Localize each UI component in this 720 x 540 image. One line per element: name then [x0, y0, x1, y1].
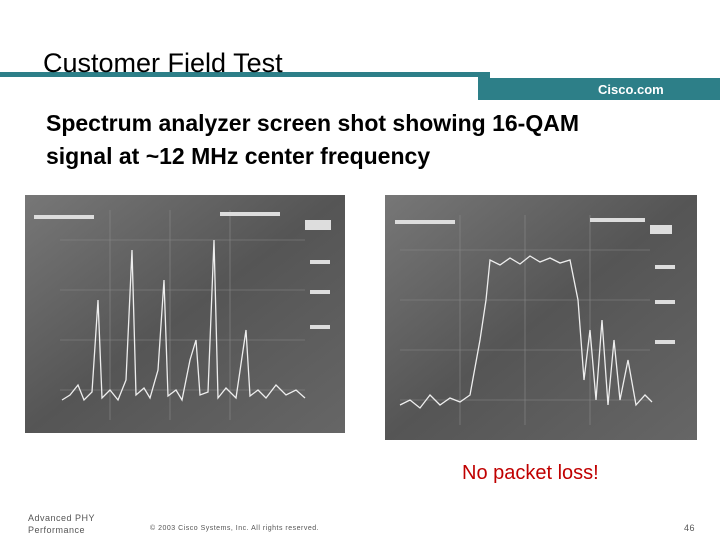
screen-labels-right: [395, 218, 675, 344]
screen-labels-left: [34, 212, 331, 329]
body-line: signal at ~12 MHz center frequency: [46, 143, 431, 169]
footer-label: Advanced PHY: [28, 513, 96, 523]
spectrum-photo-right: [385, 195, 697, 440]
header-bar: [0, 72, 720, 100]
brand: Cisco.com: [598, 82, 664, 97]
page-number: 46: [684, 523, 696, 533]
callout: No packet loss!: [462, 462, 599, 484]
spectrum-trace-left: [61, 239, 306, 402]
copyright: © 2003 Cisco Systems, Inc. All rights re…: [150, 525, 320, 532]
slide-title: Customer Field Test: [43, 48, 283, 78]
spectrum-trace-right: [399, 255, 653, 409]
spectrum-photo-left: [25, 195, 345, 433]
screen-grid-left: [60, 210, 305, 420]
footer-label: Performance: [28, 525, 86, 535]
body-line: Spectrum analyzer screen shot showing 16…: [46, 110, 579, 136]
